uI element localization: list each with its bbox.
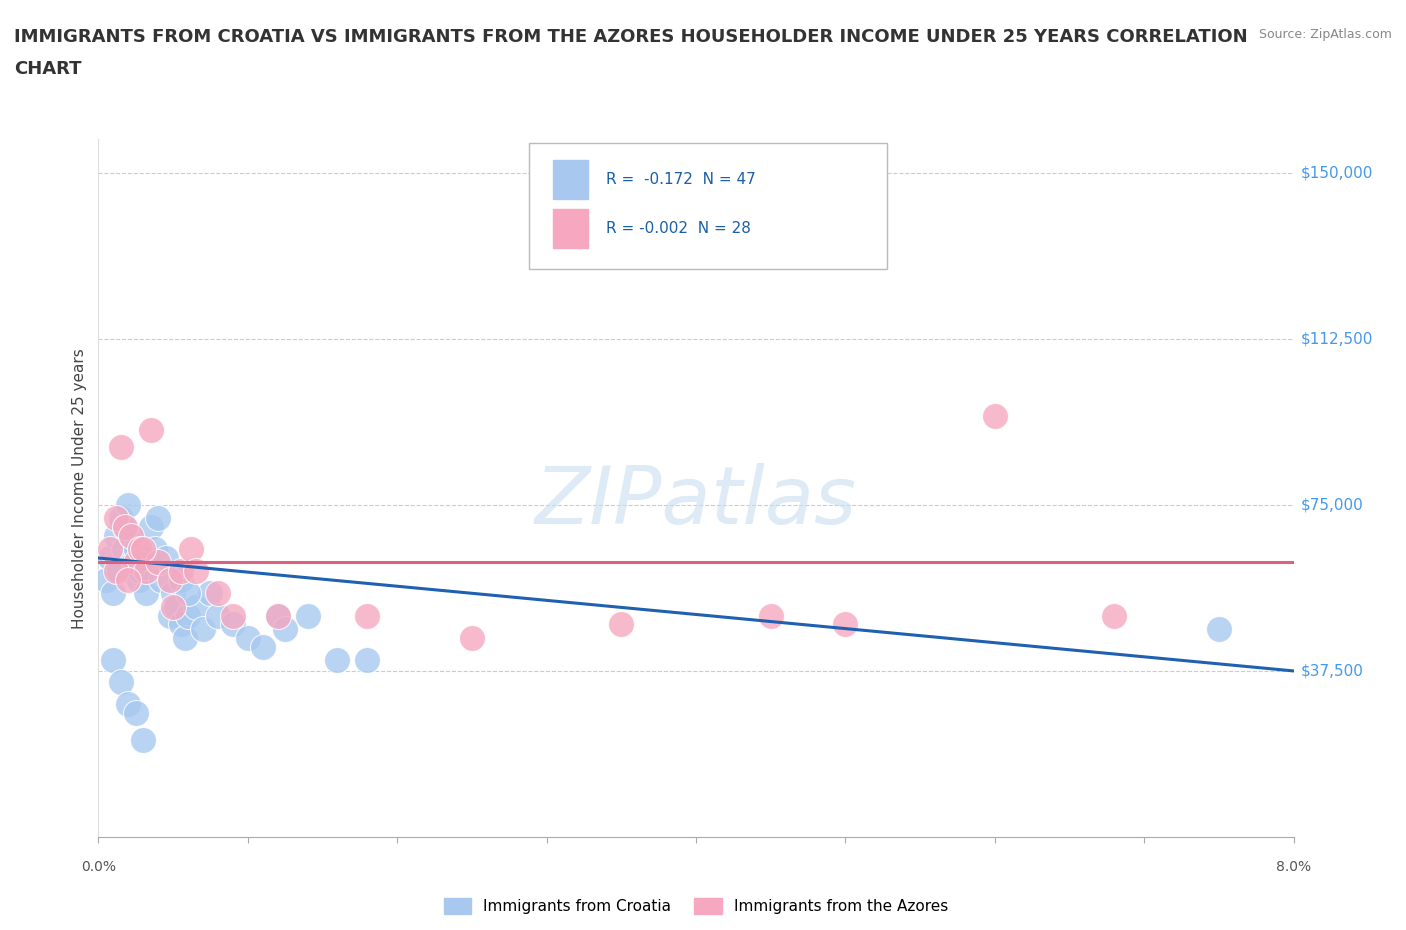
Point	[356, 608, 378, 623]
Point	[184, 599, 207, 614]
Point	[132, 551, 155, 565]
Point	[129, 564, 152, 578]
Point	[274, 621, 297, 636]
Point	[267, 608, 290, 623]
Point	[139, 422, 162, 437]
Point	[110, 674, 132, 689]
Point	[117, 697, 139, 711]
Point	[105, 511, 128, 525]
Point	[143, 541, 166, 556]
Point	[191, 621, 214, 636]
Point	[117, 573, 139, 588]
Point	[236, 631, 259, 645]
Point	[200, 586, 222, 601]
Point	[834, 617, 856, 631]
Point	[110, 440, 132, 455]
Point	[135, 586, 157, 601]
Point	[461, 631, 484, 645]
Point	[114, 520, 136, 535]
Point	[165, 599, 187, 614]
Point	[162, 599, 184, 614]
Point	[148, 555, 170, 570]
Point	[169, 617, 191, 631]
Point	[120, 528, 142, 543]
Point	[105, 564, 128, 578]
Point	[169, 564, 191, 578]
Point	[207, 586, 229, 601]
FancyBboxPatch shape	[529, 143, 887, 269]
Text: IMMIGRANTS FROM CROATIA VS IMMIGRANTS FROM THE AZORES HOUSEHOLDER INCOME UNDER 2: IMMIGRANTS FROM CROATIA VS IMMIGRANTS FR…	[14, 28, 1247, 46]
Point	[177, 608, 200, 623]
Point	[132, 541, 155, 556]
Point	[174, 631, 197, 645]
Point	[105, 528, 128, 543]
Point	[120, 528, 142, 543]
Point	[128, 573, 150, 588]
Text: $75,000: $75,000	[1301, 498, 1364, 512]
Point	[103, 586, 125, 601]
Point	[169, 573, 191, 588]
Point	[125, 555, 148, 570]
Point	[356, 653, 378, 668]
Point	[177, 586, 200, 601]
Point	[297, 608, 319, 623]
Point	[94, 573, 117, 588]
Point	[125, 541, 148, 556]
Point	[132, 732, 155, 747]
Point	[112, 541, 135, 556]
Point	[129, 541, 152, 556]
Point	[267, 608, 290, 623]
Point	[117, 498, 139, 512]
Point	[98, 551, 122, 565]
Text: $150,000: $150,000	[1301, 166, 1372, 180]
Text: CHART: CHART	[14, 60, 82, 78]
Point	[1102, 608, 1125, 623]
Text: R =  -0.172  N = 47: R = -0.172 N = 47	[606, 172, 756, 187]
Point	[184, 564, 207, 578]
Point	[222, 608, 245, 623]
Point	[98, 541, 122, 556]
Text: Source: ZipAtlas.com: Source: ZipAtlas.com	[1258, 28, 1392, 41]
Legend: Immigrants from Croatia, Immigrants from the Azores: Immigrants from Croatia, Immigrants from…	[437, 892, 955, 920]
Point	[162, 586, 184, 601]
Point	[222, 617, 245, 631]
Text: $112,500: $112,500	[1301, 331, 1372, 346]
Y-axis label: Householder Income Under 25 years: Householder Income Under 25 years	[72, 348, 87, 629]
Point	[1208, 621, 1230, 636]
Point	[610, 617, 633, 631]
Bar	[553, 160, 589, 199]
Point	[252, 639, 274, 654]
Point	[155, 551, 177, 565]
Point	[180, 541, 202, 556]
Point	[983, 409, 1005, 424]
Point	[114, 520, 136, 535]
Point	[159, 608, 181, 623]
Point	[326, 653, 349, 668]
Text: R = -0.002  N = 28: R = -0.002 N = 28	[606, 220, 751, 235]
Point	[110, 511, 132, 525]
Point	[759, 608, 782, 623]
Point	[139, 520, 162, 535]
Bar	[553, 209, 589, 247]
Point	[207, 608, 229, 623]
Point	[135, 564, 157, 578]
Text: ZIPatlas: ZIPatlas	[534, 463, 858, 541]
Point	[125, 706, 148, 721]
Point	[103, 653, 125, 668]
Text: 0.0%: 0.0%	[82, 860, 115, 874]
Point	[148, 511, 170, 525]
Text: $37,500: $37,500	[1301, 663, 1364, 678]
Point	[159, 573, 181, 588]
Point	[124, 555, 146, 570]
Point	[108, 564, 131, 578]
Text: 8.0%: 8.0%	[1277, 860, 1310, 874]
Point	[150, 573, 173, 588]
